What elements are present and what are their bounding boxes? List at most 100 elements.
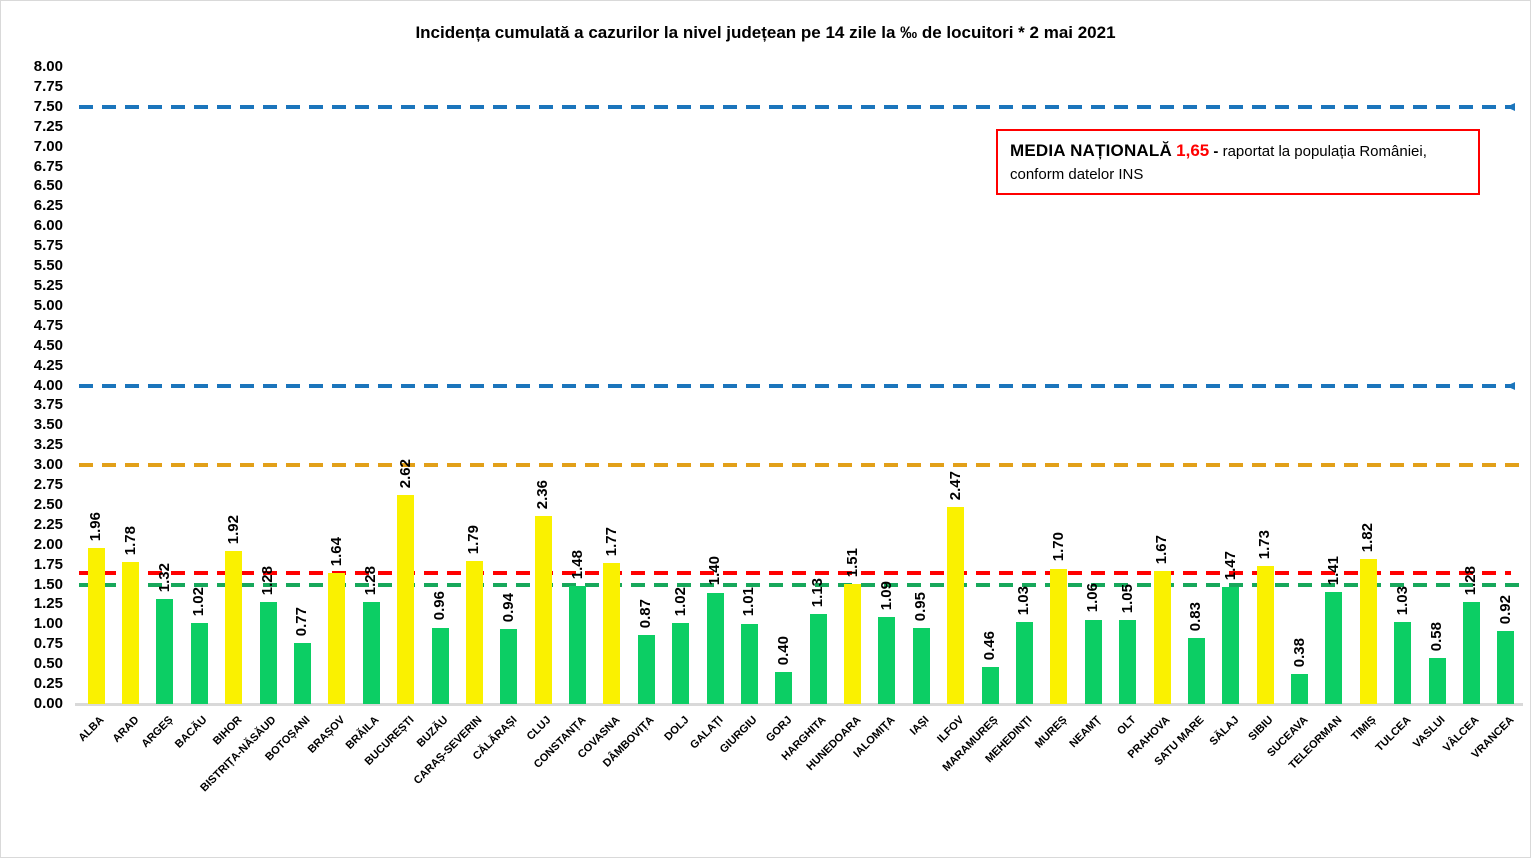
x-axis-label-BISTRIȚA-NĂSĂUD: BISTRIȚA-NĂSĂUD	[198, 714, 279, 795]
y-axis-tick: 0.50	[33, 655, 63, 673]
bar-value-CARAȘ-SEVERIN: 1.79	[465, 525, 483, 555]
bar-MEHEDINȚI	[1015, 621, 1033, 704]
x-axis-label-BOTOȘANI: BOTOȘANI	[263, 714, 313, 764]
bar-BRĂILA	[362, 602, 380, 704]
bar-value-DÂMBOVIȚA: 0.87	[637, 598, 655, 628]
x-axis-label-NEAMȚ: NEAMȚ	[1067, 714, 1104, 751]
national-average-box: MEDIA NAȚIONALĂ 1,65 - raportat la popul…	[996, 129, 1480, 196]
y-axis-tick: 6.00	[33, 217, 63, 235]
bar-value-MARAMUREȘ: 0.46	[981, 631, 999, 661]
y-axis-tick: 6.75	[33, 157, 63, 175]
y-axis-tick: 3.00	[33, 456, 63, 474]
bar-BIHOR	[225, 551, 243, 704]
y-axis-tick: 5.25	[33, 276, 63, 294]
bar-value-VÂLCEA: 1.28	[1462, 565, 1480, 596]
bar-value-IAȘI: 0.95	[912, 592, 930, 622]
y-axis-tick: 8.00	[33, 58, 63, 75]
bar-ALBA	[87, 547, 105, 704]
x-axis-label-VASLUI: VASLUI	[1411, 714, 1448, 751]
reference-line-1.5	[79, 582, 1523, 587]
bar-value-MEHEDINȚI: 1.03	[1015, 585, 1033, 615]
x-axis-label-BACĂU: BACĂU	[173, 714, 210, 751]
y-axis-tick: 1.25	[33, 595, 63, 613]
y-axis-tick: 7.50	[33, 97, 63, 115]
reference-line-4	[79, 381, 1515, 390]
bar-value-COVASNA: 1.77	[602, 526, 620, 557]
bar-CĂLĂRAȘI	[500, 629, 518, 704]
bar-value-DOLJ: 1.02	[671, 586, 689, 616]
bar-value-HUNEDOARA: 1.51	[843, 547, 861, 577]
bar-COVASNA	[603, 563, 621, 704]
x-axis-label-HUNEDOARA: HUNEDOARA	[804, 714, 864, 774]
bar-TIMIȘ	[1359, 559, 1377, 704]
x-axis-label-BUZĂU: BUZĂU	[414, 714, 451, 750]
bar-value-CLUJ: 2.36	[534, 479, 552, 510]
bar-SĂLAJ	[1222, 586, 1240, 704]
bar-BUCUREȘTI	[397, 495, 415, 704]
bar-GORJ	[775, 672, 793, 704]
bar-value-ILFOV: 2.47	[946, 471, 964, 501]
chart-title: Incidența cumulată a cazurilor la nivel …	[415, 23, 1116, 42]
bar-IAȘI	[912, 628, 930, 704]
x-axis-label-CONSTANȚA: CONSTANȚA	[531, 714, 589, 771]
x-axis-label-COVASNA: COVASNA	[575, 714, 623, 761]
y-axis-tick: 2.50	[33, 495, 63, 513]
bar-SIBIU	[1256, 566, 1274, 704]
bar-value-PRAHOVA: 1.67	[1153, 534, 1170, 565]
y-axis-tick: 5.75	[33, 237, 63, 255]
x-axis-label-PRAHOVA: PRAHOVA	[1125, 714, 1173, 761]
x-axis-label-CARAȘ-SEVERIN: CARAȘ-SEVERIN	[411, 714, 485, 787]
y-axis-tick: 1.00	[33, 615, 63, 633]
x-axis-label-HARGHITA: HARGHITA	[779, 714, 829, 763]
y-axis-tick: 5.00	[33, 296, 63, 314]
bar-TELEORMAN	[1325, 591, 1343, 704]
bar-value-HARGHITA: 1.13	[809, 577, 827, 608]
y-axis-tick: 0.25	[33, 675, 63, 693]
bar-MARAMUREȘ	[981, 667, 999, 704]
x-axis-label-SIBIU: SIBIU	[1246, 714, 1276, 744]
x-axis-line	[75, 703, 1523, 706]
x-axis-label-SUCEAVA: SUCEAVA	[1264, 714, 1311, 760]
y-axis-tick: 0.75	[33, 635, 63, 653]
x-axis-label-SATU MARE: SATU MARE	[1152, 714, 1207, 769]
y-axis-tick: 4.50	[33, 336, 63, 354]
bar-CONSTANȚA	[569, 586, 587, 704]
y-axis-tick: 5.50	[33, 257, 63, 275]
reference-line-3	[79, 463, 1523, 468]
y-axis-tick: 7.25	[33, 117, 63, 135]
bar-value-ARAD: 1.78	[121, 526, 139, 556]
x-axis-label-CLUJ: CLUJ	[524, 714, 554, 743]
bar-BISTRIȚA-NĂSĂUD	[259, 602, 277, 704]
bar-TULCEA	[1394, 621, 1412, 704]
bar-value-TIMIȘ: 1.82	[1359, 522, 1377, 553]
national-average-label: MEDIA NAȚIONALĂ	[1010, 141, 1172, 160]
y-axis-tick: 2.00	[33, 535, 63, 553]
bar-VÂLCEA	[1462, 602, 1480, 704]
bar-value-TELEORMAN: 1.41	[1324, 555, 1342, 585]
bar-value-BUZĂU: 0.96	[431, 591, 448, 621]
bar-VRANCEA	[1497, 630, 1515, 704]
bar-VASLUI	[1428, 657, 1446, 704]
bar-BRAȘOV	[328, 573, 346, 704]
y-axis-tick: 6.25	[33, 197, 63, 215]
bar-BACĂU	[190, 622, 208, 704]
bar-PRAHOVA	[1153, 571, 1171, 704]
bar-value-VRANCEA: 0.92	[1496, 594, 1514, 624]
bar-ARGEȘ	[156, 598, 174, 704]
y-axis-tick: 7.75	[33, 77, 63, 95]
x-axis-label-MEHEDINȚI: MEHEDINȚI	[983, 714, 1035, 766]
bar-value-CONSTANȚA: 1.48	[568, 549, 586, 580]
bar-ARAD	[122, 562, 140, 704]
bar-value-SĂLAJ: 1.47	[1221, 550, 1239, 580]
x-axis-label-VÂLCEA: VÂLCEA	[1441, 714, 1482, 755]
y-axis-tick: 2.25	[33, 515, 63, 533]
bar-HUNEDOARA	[844, 583, 862, 704]
bar-value-TULCEA: 1.03	[1393, 585, 1411, 615]
bar-value-BACĂU: 1.02	[190, 586, 208, 616]
bar-GIURGIU	[740, 623, 758, 704]
bar-value-SATU MARE: 0.83	[1187, 601, 1205, 631]
bar-value-GALAȚI: 1.40	[706, 556, 724, 586]
bar-value-OLT: 1.05	[1118, 584, 1136, 614]
y-axis-tick: 6.50	[33, 177, 63, 195]
